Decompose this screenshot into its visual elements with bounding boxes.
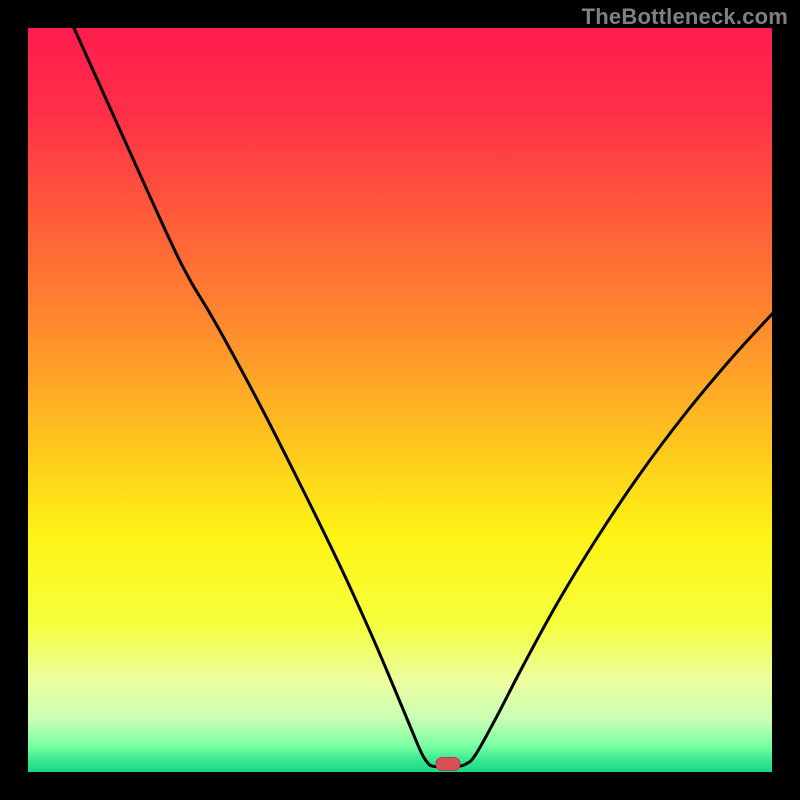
- bottleneck-chart: [0, 0, 800, 800]
- watermark-text: TheBottleneck.com: [582, 4, 788, 30]
- plot-background: [28, 28, 772, 772]
- chart-frame: TheBottleneck.com: [0, 0, 800, 800]
- optimal-marker: [436, 758, 460, 771]
